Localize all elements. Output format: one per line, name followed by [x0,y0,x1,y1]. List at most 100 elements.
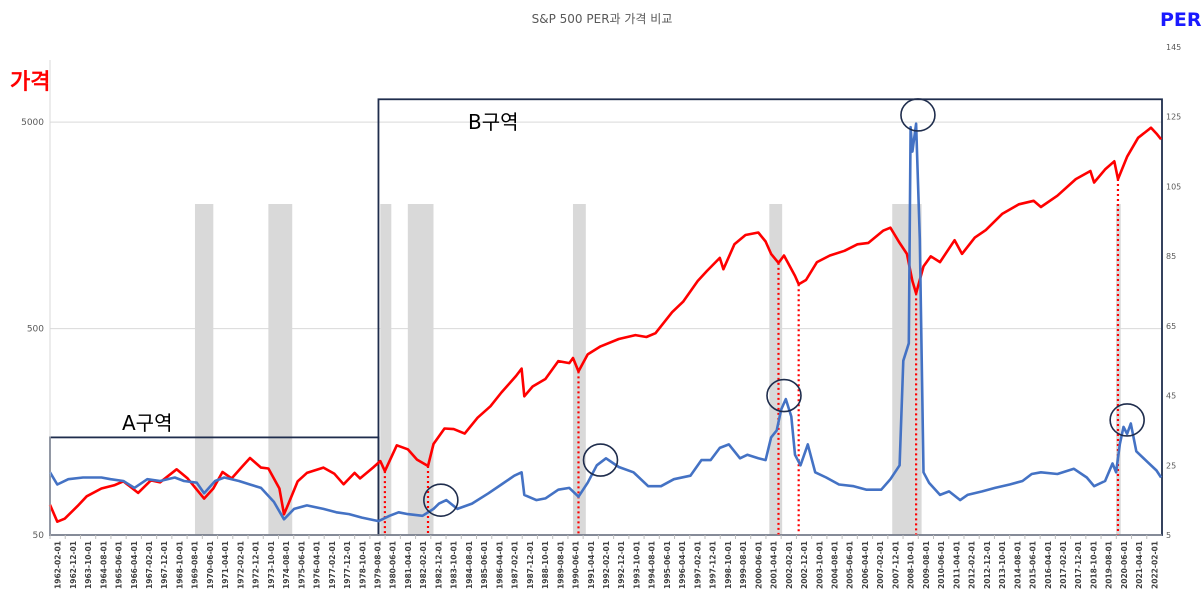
x-tick-label: 1984-08-01 [465,541,474,589]
x-tick-label: 2011-04-01 [952,541,961,589]
x-tick-label: 1972-02-01 [236,541,245,589]
highlight-circle [1109,403,1145,437]
right-tick-label: 5 [1166,531,1171,540]
x-tick-label: 2002-12-01 [800,541,809,589]
x-tick-label: 1999-08-01 [739,541,748,589]
zone-boxes [49,98,1163,536]
x-tick-label: 1987-12-01 [526,541,535,589]
x-tick-label: 1988-10-01 [541,541,550,589]
highlight-circle [900,98,936,132]
x-tick-label: 1986-04-01 [495,541,504,589]
recession-bands [194,204,1121,535]
x-tick-label: 2004-08-01 [831,541,840,589]
x-tick-label: 1995-06-01 [663,541,672,589]
recession-band [380,204,392,535]
x-tick-label: 1985-06-01 [480,541,489,589]
x-tick-label: 1963-10-01 [84,541,93,589]
x-tick-label: 2021-04-01 [1135,541,1144,589]
left-tick-label: 500 [27,325,44,335]
right-tick-label: 45 [1166,392,1176,401]
highlight-circle [766,378,802,413]
recession-band [268,204,293,535]
x-tick-label: 1979-08-01 [374,541,383,589]
price-series [48,126,1163,524]
x-tick-label: 2010-06-01 [937,541,946,589]
x-tick-label: 1968-10-01 [176,541,185,589]
axes [49,60,1162,536]
x-tick-label: 1978-10-01 [358,541,367,589]
grid-lines [50,121,1162,536]
x-tick-label: 1990-06-01 [572,541,581,589]
x-tick-label: 1997-02-01 [693,541,702,589]
x-tick-label: 2009-08-01 [922,541,931,589]
x-tick-label: 1969-08-01 [191,541,200,589]
highlight-circles [423,98,1145,517]
x-tick-label: 1962-12-01 [69,541,78,589]
x-tick-label: 1981-04-01 [404,541,413,589]
x-tick-label: 1992-12-01 [617,541,626,589]
x-tick-label: 2012-02-01 [968,541,977,589]
x-tick-label: 1970-06-01 [206,541,215,589]
right-tick-label: 125 [1166,113,1181,122]
x-tick-label: 2019-08-01 [1105,541,1114,589]
x-tick-label: 2006-04-01 [861,541,870,589]
recession-band [407,204,434,535]
x-tick-label: 2000-06-01 [754,541,763,589]
dotted-markers [383,179,1120,535]
x-tick-label: 2002-02-01 [785,541,794,589]
x-tick-label: 1983-10-01 [450,541,459,589]
x-tick-label: 1966-04-01 [130,541,139,589]
right-axis-label: PER [1160,9,1202,31]
x-tick-label: 1996-04-01 [678,541,687,589]
right-tick-label: 25 [1166,461,1176,470]
x-tick-label: 1975-06-01 [297,541,306,589]
x-tick-label: 1973-10-01 [267,541,276,589]
x-tick-label: 1962-02-01 [54,541,63,589]
x-tick-label: 1997-12-01 [709,541,718,589]
highlight-circle [582,443,619,477]
x-tick-label: 1991-04-01 [587,541,596,589]
x-tick-label: 1974-08-01 [282,541,291,589]
right-tick-label: 85 [1166,252,1176,261]
recession-band [194,204,214,535]
x-tick-label: 1967-12-01 [160,541,169,589]
x-tick-label: 2015-06-01 [1029,541,1038,589]
x-tick-label: 2020-06-01 [1120,541,1129,589]
left-tick-label: 5000 [21,118,44,128]
zone-b-label: B구역 [468,110,519,134]
x-tick-label: 1980-06-01 [389,541,398,589]
right-axis-ticks: 5 25 45 65 85 105 125 145 [1166,43,1181,540]
x-tick-label: 2014-08-01 [1013,541,1022,589]
per-series [48,122,1163,523]
x-tick-label: 2022-02-01 [1150,541,1159,589]
x-tick-label: 1998-10-01 [724,541,733,589]
x-tick-label: 2018-10-01 [1090,541,1099,589]
zone-a-label: A구역 [122,411,173,435]
x-tick-label: 1993-10-01 [633,541,642,589]
right-tick-label: 145 [1166,43,1181,52]
right-tick-label: 65 [1166,322,1176,331]
left-axis-ticks: 50 500 5000 [21,118,44,541]
x-tick-label: 1976-04-01 [313,541,322,589]
x-tick-label: 2012-12-01 [983,541,992,589]
x-tick-label: 1971-04-01 [221,541,230,589]
x-tick-label: 2001-04-01 [770,541,779,589]
x-tick-label: 2003-10-01 [815,541,824,589]
x-tick-label: 1982-02-01 [419,541,428,589]
x-tick-label: 1977-02-01 [328,541,337,589]
x-tick-label: 1965-06-01 [115,541,124,589]
x-tick-label: 1992-02-01 [602,541,611,589]
x-tick-label: 2008-10-01 [907,541,916,589]
x-tick-label: 1964-08-01 [99,541,108,589]
x-tick-label: 1989-08-01 [556,541,565,589]
x-tick-label: 1982-12-01 [434,541,443,589]
x-tick-label: 2007-02-01 [876,541,885,589]
x-tick-label: 1967-02-01 [145,541,154,589]
x-tick-label: 2016-04-01 [1044,541,1053,589]
right-tick-label: 105 [1166,182,1181,191]
left-axis-label: 가격 [10,70,51,95]
x-tick-label: 2013-10-01 [998,541,1007,589]
recession-band [769,204,783,535]
left-tick-label: 50 [33,531,45,541]
